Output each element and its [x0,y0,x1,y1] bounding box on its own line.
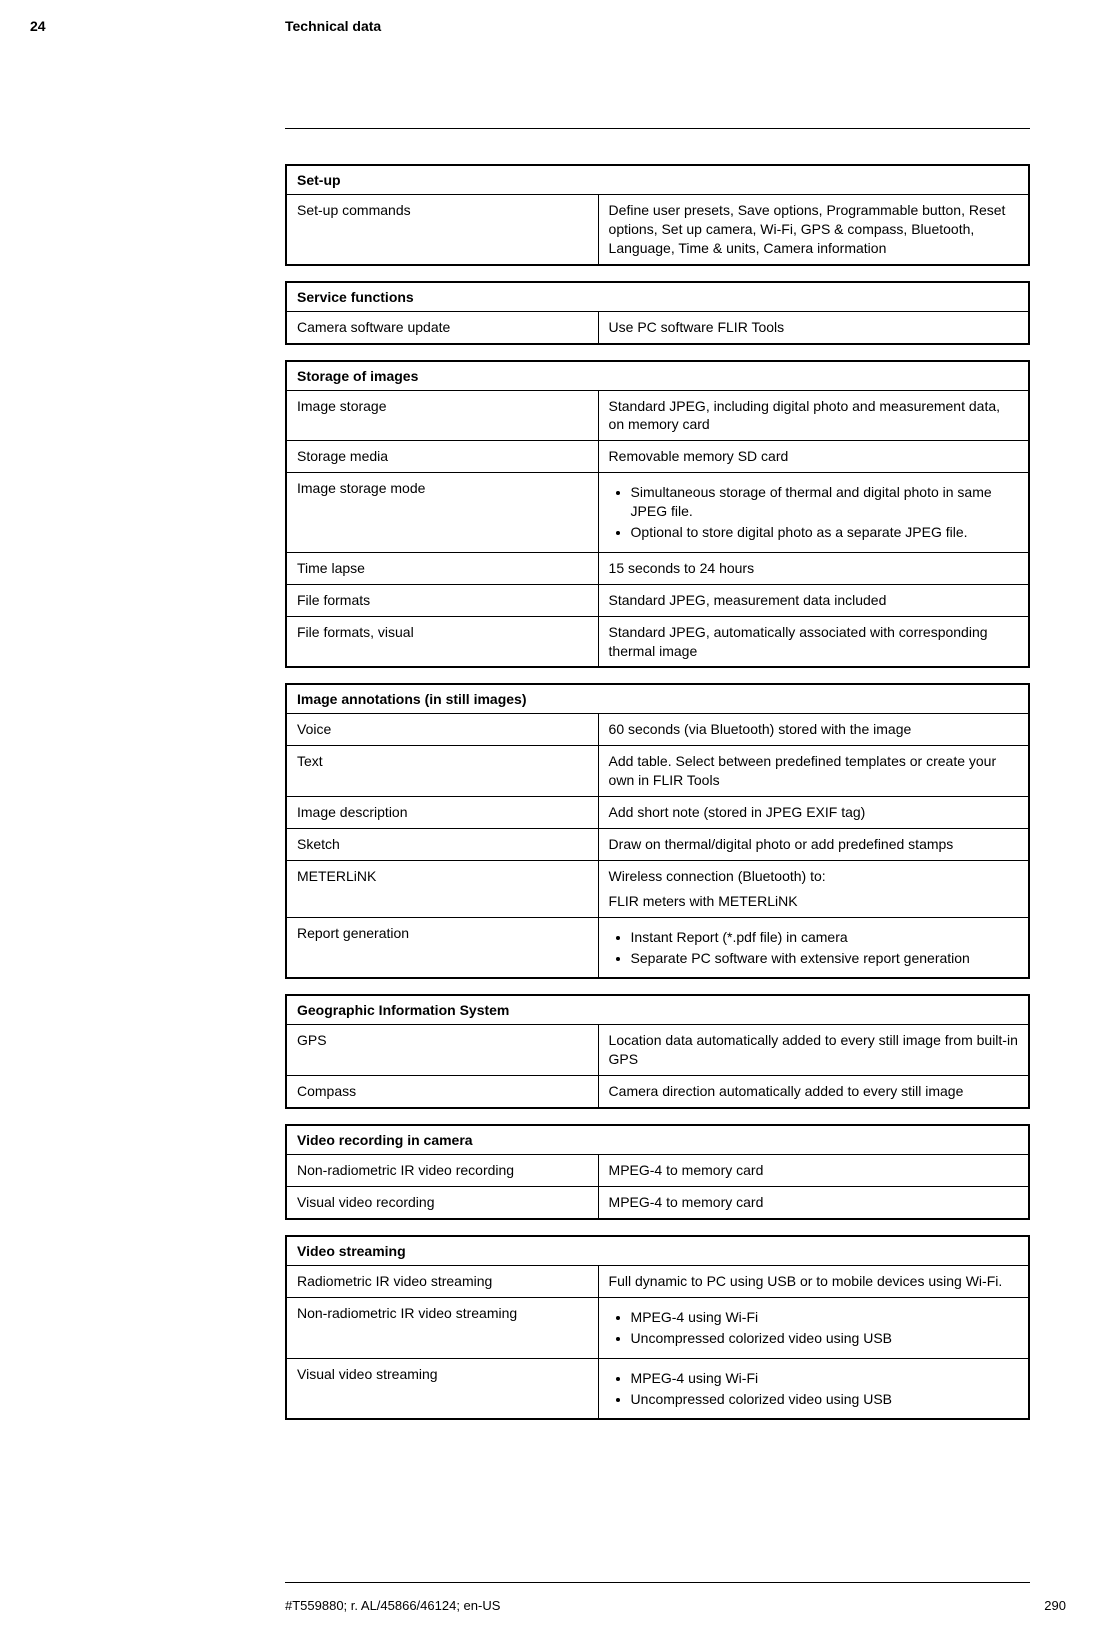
table-row: Image storage Standard JPEG, including d… [286,390,1029,441]
row-label: Voice [286,714,598,746]
row-value: Wireless connection (Bluetooth) to: FLIR… [598,860,1029,917]
table-row: Non-radiometric IR video streaming MPEG-… [286,1297,1029,1358]
row-value: Add table. Select between predefined tem… [598,746,1029,797]
row-value: Instant Report (*.pdf file) in camera Se… [598,917,1029,978]
service-table: Service functions Camera software update… [285,281,1030,345]
row-label: Time lapse [286,552,598,584]
row-label: File formats [286,584,598,616]
row-label: Image storage [286,390,598,441]
table-row: Visual video recording MPEG-4 to memory … [286,1187,1029,1219]
row-value: Location data automatically added to eve… [598,1025,1029,1076]
bullet-item: Separate PC software with extensive repo… [631,949,1018,968]
bullet-item: Optional to store digital photo as a sep… [631,523,1018,542]
row-label: Text [286,746,598,797]
setup-table: Set-up Set-up commands Define user prese… [285,164,1030,266]
table-row: Visual video streaming MPEG-4 using Wi-F… [286,1358,1029,1419]
text-line: Wireless connection (Bluetooth) to: [609,867,1018,886]
row-label: Visual video streaming [286,1358,598,1419]
header-divider [285,128,1030,129]
row-value: 60 seconds (via Bluetooth) stored with t… [598,714,1029,746]
row-label: Sketch [286,829,598,861]
table-row: Storage media Removable memory SD card [286,441,1029,473]
row-label: Non-radiometric IR video streaming [286,1297,598,1358]
bullet-item: Instant Report (*.pdf file) in camera [631,928,1018,947]
chapter-number: 24 [30,18,46,34]
row-value: 15 seconds to 24 hours [598,552,1029,584]
row-value: Camera direction automatically added to … [598,1076,1029,1108]
row-value: MPEG-4 using Wi-Fi Uncompressed colorize… [598,1297,1029,1358]
table-heading: Set-up [286,165,1029,195]
table-row: Sketch Draw on thermal/digital photo or … [286,829,1029,861]
gis-table: Geographic Information System GPS Locati… [285,994,1030,1109]
table-row: Set-up commands Define user presets, Sav… [286,195,1029,265]
table-heading: Video streaming [286,1236,1029,1266]
table-row: Radiometric IR video streaming Full dyna… [286,1265,1029,1297]
video-recording-table: Video recording in camera Non-radiometri… [285,1124,1030,1220]
storage-table: Storage of images Image storage Standard… [285,360,1030,669]
table-heading: Service functions [286,282,1029,312]
bullet-item: MPEG-4 using Wi-Fi [631,1369,1018,1388]
table-row: File formats, visual Standard JPEG, auto… [286,616,1029,667]
row-value: Draw on thermal/digital photo or add pre… [598,829,1029,861]
annotations-table: Image annotations (in still images) Voic… [285,683,1030,979]
table-row: Report generation Instant Report (*.pdf … [286,917,1029,978]
row-label: Radiometric IR video streaming [286,1265,598,1297]
footer-divider [285,1582,1030,1583]
video-streaming-table: Video streaming Radiometric IR video str… [285,1235,1030,1420]
row-label: GPS [286,1025,598,1076]
bullet-item: MPEG-4 using Wi-Fi [631,1308,1018,1327]
row-label: Visual video recording [286,1187,598,1219]
row-value: Standard JPEG, measurement data included [598,584,1029,616]
row-value: Define user presets, Save options, Progr… [598,195,1029,265]
table-row: File formats Standard JPEG, measurement … [286,584,1029,616]
table-heading: Geographic Information System [286,995,1029,1025]
bullet-list: MPEG-4 using Wi-Fi Uncompressed colorize… [609,1369,1018,1409]
row-value: Add short note (stored in JPEG EXIF tag) [598,797,1029,829]
content-area: Set-up Set-up commands Define user prese… [285,164,1030,1435]
text-line: FLIR meters with METERLiNK [609,892,1018,911]
table-row: Image description Add short note (stored… [286,797,1029,829]
table-row: Camera software update Use PC software F… [286,311,1029,343]
bullet-item: Uncompressed colorized video using USB [631,1329,1018,1348]
row-value: Standard JPEG, automatically associated … [598,616,1029,667]
row-label: METERLiNK [286,860,598,917]
table-row: Time lapse 15 seconds to 24 hours [286,552,1029,584]
row-value: Standard JPEG, including digital photo a… [598,390,1029,441]
row-value: Simultaneous storage of thermal and digi… [598,473,1029,553]
row-label: Set-up commands [286,195,598,265]
table-heading: Video recording in camera [286,1125,1029,1155]
table-row: Text Add table. Select between predefine… [286,746,1029,797]
row-label: Compass [286,1076,598,1108]
row-value: Removable memory SD card [598,441,1029,473]
table-row: GPS Location data automatically added to… [286,1025,1029,1076]
table-row: METERLiNK Wireless connection (Bluetooth… [286,860,1029,917]
bullet-list: Simultaneous storage of thermal and digi… [609,483,1018,542]
bullet-item: Uncompressed colorized video using USB [631,1390,1018,1409]
bullet-list: Instant Report (*.pdf file) in camera Se… [609,928,1018,968]
bullet-list: MPEG-4 using Wi-Fi Uncompressed colorize… [609,1308,1018,1348]
table-row: Non-radiometric IR video recording MPEG-… [286,1155,1029,1187]
table-row: Voice 60 seconds (via Bluetooth) stored … [286,714,1029,746]
footer-doc-id: #T559880; r. AL/45866/46124; en-US [285,1598,500,1613]
row-value: MPEG-4 using Wi-Fi Uncompressed colorize… [598,1358,1029,1419]
row-label: Non-radiometric IR video recording [286,1155,598,1187]
chapter-title: Technical data [285,18,381,34]
row-label: Report generation [286,917,598,978]
table-row: Image storage mode Simultaneous storage … [286,473,1029,553]
row-label: Camera software update [286,311,598,343]
bullet-item: Simultaneous storage of thermal and digi… [631,483,1018,521]
row-value: MPEG-4 to memory card [598,1155,1029,1187]
row-label: Image storage mode [286,473,598,553]
row-label: Image description [286,797,598,829]
row-value: MPEG-4 to memory card [598,1187,1029,1219]
row-label: Storage media [286,441,598,473]
footer-page-number: 290 [1044,1598,1066,1613]
row-value: Full dynamic to PC using USB or to mobil… [598,1265,1029,1297]
table-heading: Storage of images [286,361,1029,391]
table-heading: Image annotations (in still images) [286,684,1029,714]
row-label: File formats, visual [286,616,598,667]
row-value: Use PC software FLIR Tools [598,311,1029,343]
table-row: Compass Camera direction automatically a… [286,1076,1029,1108]
